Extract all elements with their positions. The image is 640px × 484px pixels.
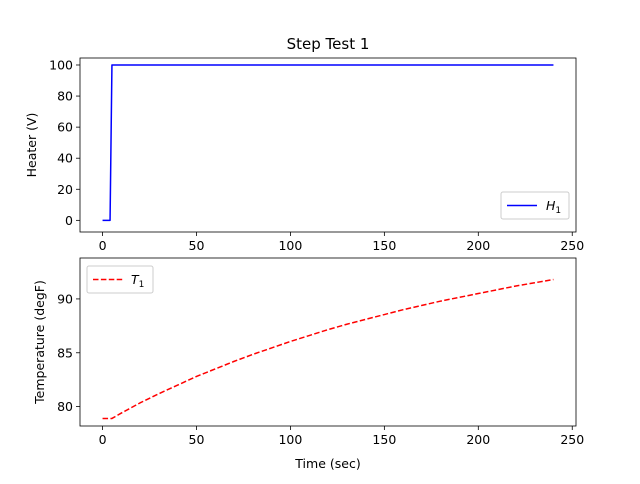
x-tick-label: 200	[466, 238, 490, 253]
x-tick-label: 250	[560, 238, 584, 253]
x-tick-label: 50	[189, 432, 205, 447]
plot-frame	[79, 257, 577, 427]
series-line-h1	[102, 64, 554, 222]
y-axis-ticks: 0 20 40 60 80 100	[49, 57, 80, 228]
x-axis-label: Time (sec)	[294, 456, 360, 471]
x-tick-label: 0	[99, 238, 107, 253]
y-tick-label: 20	[57, 182, 73, 197]
series-layer	[102, 64, 554, 222]
plot-frame	[79, 57, 577, 233]
x-tick-label: 50	[189, 238, 205, 253]
x-tick-label: 250	[560, 432, 584, 447]
x-tick-label: 0	[99, 432, 107, 447]
legend: H1	[500, 191, 570, 220]
x-tick-label: 100	[278, 432, 302, 447]
y-tick-label: 40	[57, 151, 73, 166]
y-axis-ticks: 80 85 90	[57, 291, 80, 414]
x-tick-label: 200	[466, 432, 490, 447]
y-tick-label: 100	[49, 57, 73, 72]
legend: T1	[86, 265, 154, 294]
series-layer	[102, 278, 554, 420]
series-line-t1	[102, 278, 554, 420]
y-axis-label: Heater (V)	[24, 113, 39, 178]
y-tick-label: 90	[57, 291, 73, 306]
x-axis-ticks: 0 50 100 150 200 250	[99, 426, 584, 447]
y-tick-label: 85	[57, 345, 73, 360]
x-tick-label: 100	[278, 238, 302, 253]
y-axis-label: Temperature (degF)	[32, 280, 47, 405]
chart-title: Step Test 1	[287, 35, 370, 53]
x-axis-ticks: 0 50 100 150 200 250	[99, 232, 584, 253]
temperature-subplot: 0 50 100 150 200 250 80 85 90 Time (sec) Temper…	[32, 257, 584, 471]
x-tick-label: 150	[372, 432, 396, 447]
legend-label-h1: H1	[546, 198, 561, 216]
y-tick-label: 60	[57, 120, 73, 135]
y-tick-label: 80	[57, 399, 73, 414]
legend-label-t1: T1	[131, 272, 144, 290]
heater-subplot: Step Test 1 0 50 100 150 200 250 0 20 40 60 80 100…	[24, 35, 584, 253]
y-tick-label: 0	[65, 213, 73, 228]
y-tick-label: 80	[57, 89, 73, 104]
x-tick-label: 150	[372, 238, 396, 253]
